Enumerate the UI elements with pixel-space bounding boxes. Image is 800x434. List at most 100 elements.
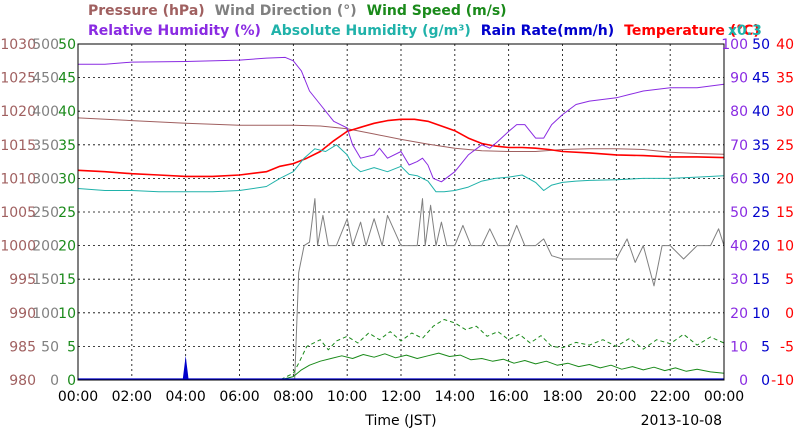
rain-rate-spike: [182, 355, 189, 380]
tick-label-absolute_humidity: 10: [752, 306, 770, 322]
legend-row-bottom: Relative Humidity (%) Absolute Humidity (…: [88, 23, 760, 39]
legend-title-1-1: Absolute Humidity (g/m³): [271, 23, 471, 39]
tick-label-relative_humidity: 20: [730, 306, 748, 322]
tick-label-pressure: 1000: [0, 239, 36, 255]
tick-label-wind_speed: 0: [67, 373, 76, 389]
scale-note: x0.3: [728, 23, 762, 39]
x-tick-label: 14:00: [435, 389, 475, 405]
tick-label-wind_direction: 150: [32, 272, 59, 288]
series-line-5: [78, 319, 725, 381]
x-axis-label: Time (JST): [364, 413, 436, 429]
x-tick-label: 22:00: [650, 389, 690, 405]
tick-label-wind_speed: 35: [58, 138, 76, 154]
tick-label-wind_direction: 450: [32, 71, 59, 87]
tick-label-pressure: 1015: [0, 138, 36, 154]
tick-label-wind_speed: 5: [67, 339, 76, 355]
tick-label-wind_speed: 50: [58, 37, 76, 53]
x-tick-label: 18:00: [542, 389, 582, 405]
tick-label-absolute_humidity: 15: [752, 272, 770, 288]
series-line-1: [77, 118, 725, 178]
tick-label-wind_direction: 250: [32, 205, 59, 221]
tick-label-wind_speed: 45: [58, 71, 76, 87]
tick-label-absolute_humidity: 20: [752, 239, 770, 255]
date-label: 2013-10-08: [641, 413, 722, 429]
tick-label-pressure: 990: [9, 306, 36, 322]
tick-label-pressure: 1005: [0, 205, 36, 221]
legend-title-0-1: Wind Direction (°): [215, 3, 357, 19]
legend-title-1-3: Temperature (°C): [624, 23, 760, 39]
legend-row-top: Pressure (hPa) Wind Direction (°) Wind Spe…: [88, 3, 507, 19]
series-line-4: [78, 198, 725, 381]
tick-label-absolute_humidity: 45: [752, 71, 770, 87]
tick-label-temperature: -10: [771, 373, 794, 389]
tick-label-pressure: 1010: [0, 171, 36, 187]
tick-label-pressure: 995: [9, 272, 36, 288]
tick-label-relative_humidity: 100: [721, 37, 748, 53]
tick-label-absolute_humidity: 40: [752, 104, 770, 120]
tick-label-pressure: 985: [9, 339, 36, 355]
tick-label-wind_direction: 50: [41, 339, 59, 355]
tick-label-relative_humidity: 0: [739, 373, 748, 389]
x-tick-label: 02:00: [112, 389, 152, 405]
series-lines: [77, 56, 725, 381]
right-axes: 0102030405060708090100051015202530354045…: [721, 37, 794, 389]
tick-label-temperature: 30: [776, 104, 794, 120]
tick-label-temperature: 25: [776, 138, 794, 154]
legend-title-1-2: Rain Rate(mm/h): [481, 23, 614, 39]
x-tick-label: 06:00: [219, 389, 259, 405]
tick-label-temperature: 15: [776, 205, 794, 221]
tick-label-absolute_humidity: 0: [761, 373, 770, 389]
tick-label-absolute_humidity: 25: [752, 205, 770, 221]
tick-label-relative_humidity: 80: [730, 104, 748, 120]
tick-label-temperature: 0: [785, 306, 794, 322]
x-tick-label: 08:00: [273, 389, 313, 405]
x-tick-label: 12:00: [381, 389, 421, 405]
tick-label-temperature: 20: [776, 171, 794, 187]
x-tick-label: 16:00: [488, 389, 528, 405]
left-axes: 9809859909951000100510101015102010251030…: [0, 37, 76, 389]
tick-label-wind_direction: 350: [32, 138, 59, 154]
tick-label-pressure: 1020: [0, 104, 36, 120]
tick-label-relative_humidity: 50: [730, 205, 748, 221]
tick-label-pressure: 1030: [0, 37, 36, 53]
tick-label-wind_speed: 10: [58, 306, 76, 322]
tick-label-wind_direction: 100: [32, 306, 59, 322]
x-tick-label: 00:00: [58, 389, 98, 405]
legend-title-0-0: Pressure (hPa): [88, 3, 205, 19]
tick-label-temperature: 35: [776, 71, 794, 87]
tick-label-temperature: 40: [776, 37, 794, 53]
series-line-6: [78, 352, 725, 381]
tick-label-wind_speed: 20: [58, 239, 76, 255]
series-line-0: [77, 117, 725, 155]
tick-label-relative_humidity: 30: [730, 272, 748, 288]
series-line-3: [77, 144, 725, 193]
series-line-2: [78, 56, 725, 183]
tick-label-temperature: -5: [780, 339, 794, 355]
x-tick-label: 20:00: [596, 389, 636, 405]
tick-label-wind_speed: 30: [58, 171, 76, 187]
tick-label-absolute_humidity: 5: [761, 339, 770, 355]
legend-title-1-0: Relative Humidity (%): [88, 23, 261, 39]
x-axis: 00:00 02:00 04:00 06:00 08:00 10:00 12:00 14:00…: [58, 389, 744, 405]
x-tick-label: 00:00: [704, 389, 744, 405]
tick-label-temperature: 10: [776, 239, 794, 255]
tick-label-relative_humidity: 40: [730, 239, 748, 255]
tick-label-wind_direction: 0: [50, 373, 59, 389]
grid: [78, 44, 724, 380]
tick-label-absolute_humidity: 35: [752, 138, 770, 154]
tick-label-wind_speed: 40: [58, 104, 76, 120]
tick-label-relative_humidity: 90: [730, 71, 748, 87]
x-tick-label: 04:00: [165, 389, 205, 405]
tick-label-pressure: 980: [9, 373, 36, 389]
tick-label-relative_humidity: 60: [730, 171, 748, 187]
tick-label-wind_speed: 25: [58, 205, 76, 221]
plot-frame: [77, 43, 725, 381]
legend-title-0-2: Wind Speed (m/s): [367, 3, 507, 19]
tick-label-wind_direction: 300: [32, 171, 59, 187]
tick-label-wind_speed: 15: [58, 272, 76, 288]
tick-label-wind_direction: 400: [32, 104, 59, 120]
tick-label-wind_direction: 500: [32, 37, 59, 53]
tick-label-temperature: 5: [785, 272, 794, 288]
tick-label-absolute_humidity: 30: [752, 171, 770, 187]
